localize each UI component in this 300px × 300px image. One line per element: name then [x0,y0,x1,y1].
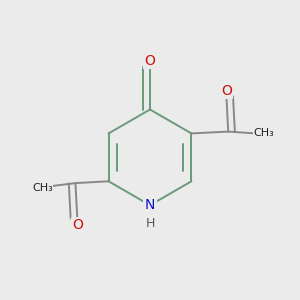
Text: O: O [72,218,83,232]
Text: O: O [145,54,155,68]
Text: CH₃: CH₃ [254,128,274,138]
Text: CH₃: CH₃ [32,183,53,193]
Text: H: H [145,217,155,230]
Text: O: O [221,84,232,98]
Text: N: N [145,198,155,212]
